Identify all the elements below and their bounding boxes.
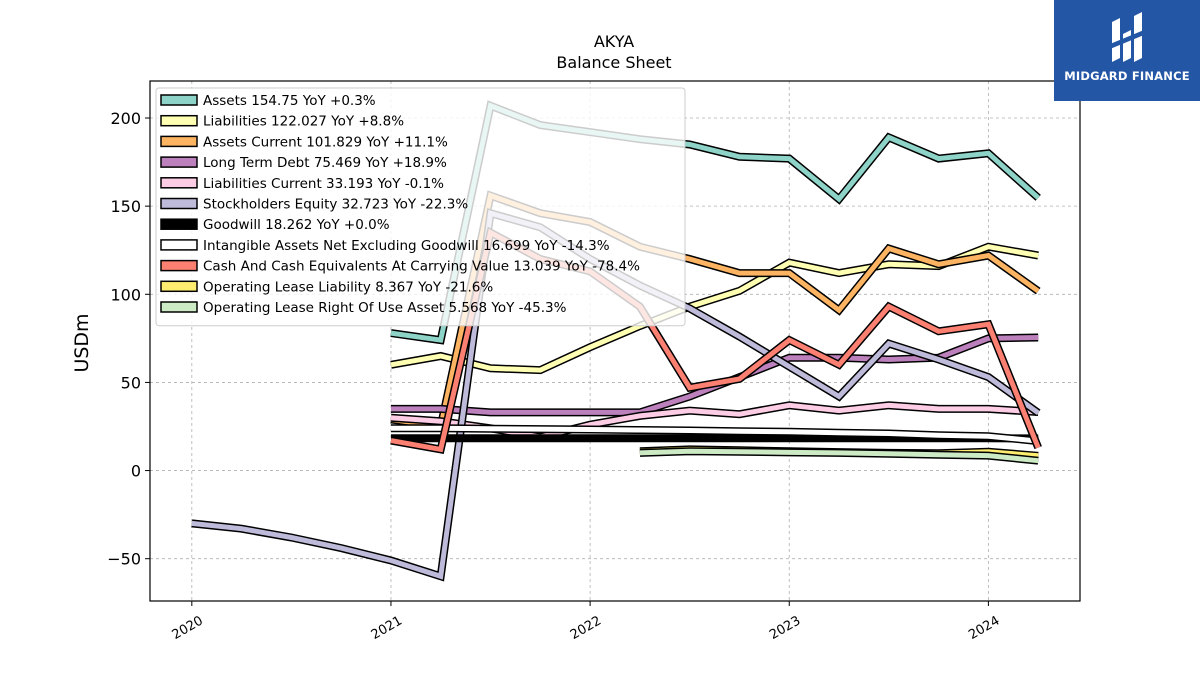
y-tick-label: 50 <box>121 373 141 392</box>
x-axis: 2020 2021 2022 2023 2024 <box>170 601 1002 643</box>
legend-label: Long Term Debt 75.469 YoY +18.9% <box>203 155 447 171</box>
x-tick-label: 2021 <box>369 613 405 643</box>
x-tick-label: 2020 <box>170 613 206 643</box>
legend-label: Intangible Assets Net Excluding Goodwill… <box>203 238 610 254</box>
x-tick-label: 2023 <box>767 613 803 643</box>
legend-label: Assets Current 101.829 YoY +11.1% <box>203 134 448 150</box>
legend: Assets 154.75 YoY +0.3% Liabilities 122.0… <box>155 87 686 327</box>
chart-title: AKYA <box>594 32 634 51</box>
x-tick-label: 2022 <box>568 613 604 643</box>
y-axis-label: USDm <box>71 313 93 372</box>
series-line-10 <box>639 447 1039 465</box>
y-tick-label: 150 <box>110 197 141 216</box>
series-stroke <box>391 425 1039 444</box>
legend-label: Goodwill 18.262 YoY +0.0% <box>203 217 390 233</box>
legend-label: Cash And Cash Equivalents At Carrying Va… <box>203 259 640 275</box>
legend-swatch <box>160 114 198 127</box>
legend-box <box>155 87 686 327</box>
legend-swatch <box>160 239 198 251</box>
logo-company-name: MIDGARD FINANCE <box>1064 69 1190 83</box>
y-axis: −50 0 50 100 150 200 <box>107 109 150 569</box>
chart-subtitle: Balance Sheet <box>556 53 671 72</box>
legend-swatch <box>160 259 198 272</box>
legend-swatch <box>160 135 198 148</box>
legend-label: Liabilities Current 33.193 YoY -0.1% <box>203 176 444 192</box>
y-tick-label: 0 <box>131 462 141 481</box>
y-tick-label: −50 <box>107 550 141 569</box>
y-tick-label: 200 <box>110 109 141 128</box>
legend-label: Operating Lease Right Of Use Asset 5.568… <box>203 300 567 316</box>
series-line-7 <box>391 424 1039 446</box>
legend-label: Assets 154.75 YoY +0.3% <box>203 93 376 109</box>
legend-label: Liabilities 122.027 YoY +8.8% <box>203 114 404 130</box>
midgard-monogram-icon <box>1110 12 1144 62</box>
legend-swatch <box>160 197 198 210</box>
legend-label: Operating Lease Liability 8.367 YoY -21.… <box>203 279 493 295</box>
y-tick-label: 100 <box>110 285 141 304</box>
legend-swatch <box>160 280 198 293</box>
plot-frame <box>149 80 1081 602</box>
x-tick-label: 2024 <box>966 613 1002 643</box>
legend-swatch <box>160 218 198 230</box>
legend-swatch <box>160 301 198 313</box>
legend-swatch <box>160 156 198 168</box>
series-stroke <box>639 448 1039 464</box>
legend-swatch <box>160 177 198 189</box>
logo: MIDGARD FINANCE <box>1054 0 1200 101</box>
legend-swatch <box>160 94 198 106</box>
legend-label: Stockholders Equity 32.723 YoY -22.3% <box>203 197 468 213</box>
series-layer <box>191 100 1042 582</box>
